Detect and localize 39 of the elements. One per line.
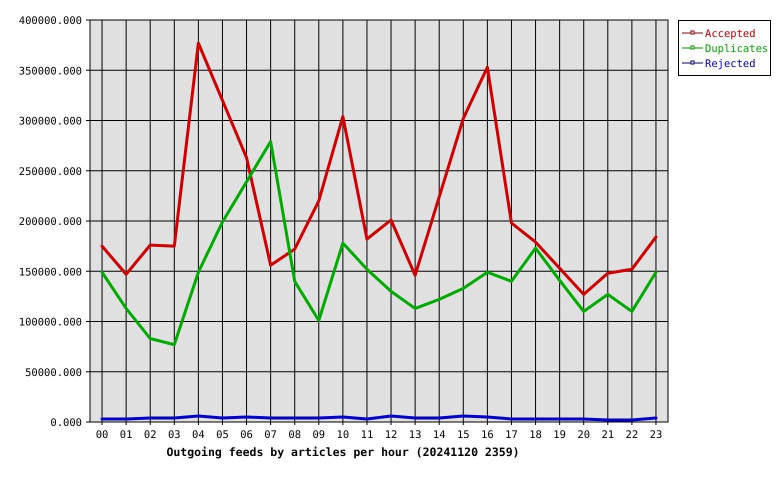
x-tick-label: 02 <box>144 429 157 441</box>
x-tick-label: 14 <box>432 429 446 441</box>
x-tick-label: 18 <box>529 429 542 441</box>
x-tick-label: 13 <box>408 429 422 441</box>
x-tick-label: 21 <box>601 429 614 441</box>
x-tick-label: 04 <box>192 429 205 441</box>
y-tick-label: 50000.000 <box>25 366 82 379</box>
legend-label: Duplicates <box>705 43 768 55</box>
line-series <box>100 140 658 346</box>
x-tick-label: 11 <box>360 429 374 441</box>
line-series <box>100 42 658 296</box>
y-tick-label: 150000.000 <box>18 266 82 278</box>
x-tick-label: 03 <box>168 429 181 441</box>
x-tick-label: 20 <box>577 429 590 441</box>
legend-label: Rejected <box>705 58 756 70</box>
x-tick-label: 10 <box>336 429 350 441</box>
x-tick-label: 15 <box>456 429 470 441</box>
y-tick-label: 300000.000 <box>18 116 82 128</box>
y-tick-label: 400000.000 <box>18 15 82 27</box>
x-tick-label: 05 <box>216 429 229 441</box>
x-tick-label: 16 <box>481 429 494 441</box>
y-tick-label: 250000.000 <box>18 166 82 178</box>
x-tick-label: 23 <box>650 429 662 441</box>
x-tick-label: 19 <box>553 429 566 441</box>
x-axis-title: Outgoing feeds by articles per hour (20241120 2359) <box>166 445 520 459</box>
x-tick-label: 08 <box>288 429 302 441</box>
x-tick-label: 01 <box>120 429 132 441</box>
x-tick-label: 22 <box>626 429 638 441</box>
y-tick-label: 100000.000 <box>18 316 82 328</box>
x-tick-label: 17 <box>505 429 518 441</box>
y-tick-label: 350000.000 <box>18 65 82 78</box>
y-tick-label: 0.000 <box>50 417 82 429</box>
x-tick-label: 06 <box>240 429 253 441</box>
x-tick-label: 07 <box>264 429 277 441</box>
x-tick-label: 00 <box>96 429 108 441</box>
x-tick-label: 12 <box>384 429 398 441</box>
x-tick-label: 09 <box>312 429 326 441</box>
y-tick-label: 200000.000 <box>18 216 82 228</box>
legend-label: Accepted <box>705 28 756 40</box>
